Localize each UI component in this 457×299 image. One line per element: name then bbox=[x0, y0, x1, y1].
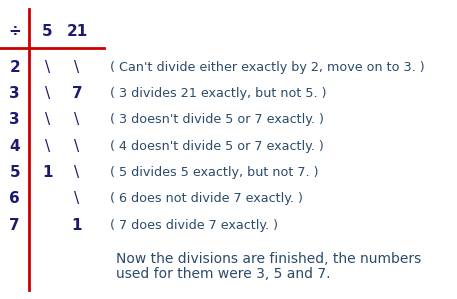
Text: ( 5 divides 5 exactly, but not 7. ): ( 5 divides 5 exactly, but not 7. ) bbox=[110, 166, 318, 179]
Text: 7: 7 bbox=[10, 218, 20, 233]
Text: ( 6 does not divide 7 exactly. ): ( 6 does not divide 7 exactly. ) bbox=[110, 192, 303, 205]
Text: 4: 4 bbox=[10, 139, 20, 154]
Text: 2: 2 bbox=[10, 60, 20, 75]
Text: used for them were 3, 5 and 7.: used for them were 3, 5 and 7. bbox=[116, 267, 330, 280]
Text: 1: 1 bbox=[72, 218, 82, 233]
Text: 5: 5 bbox=[42, 24, 53, 39]
Text: \: \ bbox=[44, 112, 50, 127]
Text: 6: 6 bbox=[10, 191, 20, 206]
Text: 3: 3 bbox=[10, 112, 20, 127]
Text: \: \ bbox=[74, 112, 80, 127]
Text: \: \ bbox=[44, 86, 50, 101]
Text: \: \ bbox=[74, 191, 80, 206]
Text: 7: 7 bbox=[72, 86, 82, 101]
Text: ( 3 divides 21 exactly, but not 5. ): ( 3 divides 21 exactly, but not 5. ) bbox=[110, 87, 326, 100]
Text: ( 3 doesn't divide 5 or 7 exactly. ): ( 3 doesn't divide 5 or 7 exactly. ) bbox=[110, 113, 324, 126]
Text: ( 7 does divide 7 exactly. ): ( 7 does divide 7 exactly. ) bbox=[110, 219, 278, 232]
Text: \: \ bbox=[74, 165, 80, 180]
Text: ÷: ÷ bbox=[8, 24, 21, 39]
Text: 21: 21 bbox=[66, 24, 88, 39]
Text: ( 4 doesn't divide 5 or 7 exactly. ): ( 4 doesn't divide 5 or 7 exactly. ) bbox=[110, 140, 324, 153]
Text: ( Can't divide either exactly by 2, move on to 3. ): ( Can't divide either exactly by 2, move… bbox=[110, 61, 425, 74]
Text: \: \ bbox=[44, 139, 50, 154]
Text: \: \ bbox=[44, 60, 50, 75]
Text: \: \ bbox=[74, 60, 80, 75]
Text: \: \ bbox=[74, 139, 80, 154]
Text: Now the divisions are finished, the numbers: Now the divisions are finished, the numb… bbox=[116, 252, 421, 266]
Text: 1: 1 bbox=[42, 165, 53, 180]
Text: 3: 3 bbox=[10, 86, 20, 101]
Text: 5: 5 bbox=[10, 165, 20, 180]
